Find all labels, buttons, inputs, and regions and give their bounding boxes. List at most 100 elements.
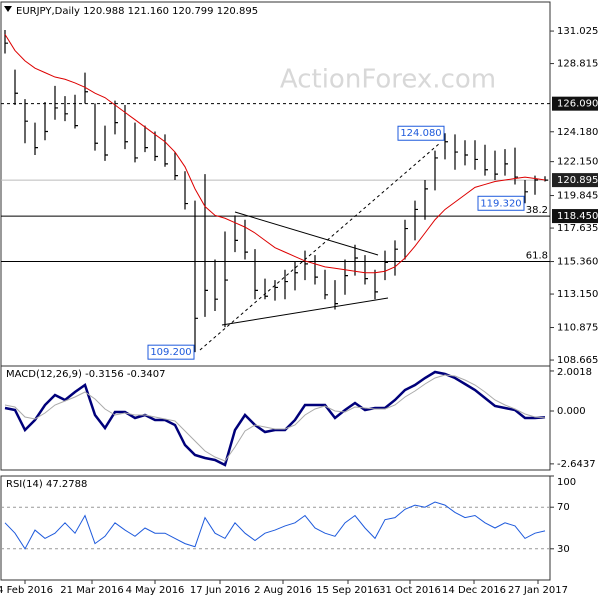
watermark: ActionForex.com	[280, 65, 496, 95]
price-bar	[454, 134, 458, 170]
callout-label: 124.080	[400, 128, 441, 139]
price-bar	[314, 255, 318, 285]
price-bar	[114, 100, 118, 135]
price-bar	[464, 140, 468, 166]
price-bar	[164, 134, 168, 167]
trend-line	[199, 142, 441, 351]
price-bar	[374, 269, 378, 300]
price-bar	[364, 255, 368, 285]
price-bar	[404, 219, 408, 260]
macd-title: MACD(12,26,9) -0.3156 -0.3407	[6, 369, 166, 380]
y-tick-label: 128.815	[557, 59, 598, 70]
y-tick-label: 117.635	[557, 223, 598, 234]
price-bar	[194, 200, 198, 353]
price-bar	[394, 240, 398, 276]
rsi-title: RSI(14) 47.2788	[6, 479, 87, 490]
price-bar	[284, 269, 288, 300]
price-bar	[264, 278, 268, 300]
price-bar	[524, 180, 528, 204]
y-tick-label: 0.000	[557, 406, 586, 417]
y-tick-label: 122.150	[557, 157, 598, 168]
x-tick-label: 17 Jun 2016	[190, 585, 250, 596]
price-bar	[224, 231, 228, 328]
price-bar	[334, 280, 338, 310]
price-bar	[84, 72, 88, 104]
series-line	[4, 501, 546, 550]
series-line	[4, 34, 546, 274]
level-label: 118.450	[557, 211, 598, 222]
x-tick-label: 2 Aug 2016	[254, 585, 312, 596]
price-bar	[134, 122, 138, 163]
price-bar	[14, 69, 18, 105]
price-bar	[414, 200, 418, 241]
menu-icon	[4, 6, 12, 12]
x-tick-label: 27 Jan 2017	[508, 585, 568, 596]
y-tick-label: 124.180	[557, 127, 598, 138]
price-bar	[304, 250, 308, 281]
level-box	[552, 209, 598, 224]
macd-panel	[0, 365, 551, 471]
y-tick-label: 100	[557, 477, 576, 488]
series-line	[4, 370, 546, 467]
price-bar	[214, 259, 218, 311]
x-tick-label: 31 Oct 2016	[379, 585, 441, 596]
price-bar	[384, 250, 388, 281]
price-bar	[144, 125, 148, 153]
price-bar	[424, 180, 428, 220]
price-bar	[104, 125, 108, 161]
price-bar	[494, 150, 498, 181]
callout-box	[397, 125, 445, 141]
callout-box	[147, 344, 195, 360]
level-box	[552, 96, 598, 111]
callout-box	[477, 195, 525, 211]
price-title: EURJPY,Daily 120.988 121.160 120.799 120…	[16, 6, 258, 17]
price-bar	[444, 133, 448, 160]
price-bar	[504, 149, 508, 176]
price-bar	[294, 260, 298, 291]
y-tick-label: 113.150	[557, 289, 598, 300]
price-bar	[354, 244, 358, 276]
price-bar	[254, 249, 258, 300]
x-tick-label: 21 Mar 2016	[60, 585, 123, 596]
y-tick-label: -2.6437	[557, 459, 596, 470]
price-bar	[24, 99, 28, 144]
last-price-label: 120.895	[557, 175, 598, 186]
y-tick-label: 70	[557, 502, 570, 513]
x-tick-label: 4 May 2016	[126, 585, 185, 596]
price-bar	[324, 269, 328, 300]
price-bar	[484, 144, 488, 176]
price-bar	[4, 29, 8, 54]
price-bar	[344, 259, 348, 295]
price-bar	[244, 219, 248, 260]
price-bar	[204, 174, 208, 317]
y-tick-label: 2.0018	[557, 367, 592, 378]
level-label: 126.090	[557, 99, 598, 110]
price-bar	[34, 122, 38, 156]
x-tick-label: 15 Sep 2016	[316, 585, 379, 596]
price-bar	[54, 85, 58, 120]
y-tick-label: 30	[557, 544, 570, 555]
y-tick-label: 131.025	[557, 26, 598, 37]
price-bar	[174, 152, 178, 181]
price-bar	[234, 215, 238, 253]
price-bar	[74, 94, 78, 129]
fib-label: 38.2	[526, 205, 548, 216]
price-bar	[434, 150, 438, 191]
price-bar	[544, 176, 548, 182]
series-line	[4, 374, 546, 462]
price-bar	[64, 96, 68, 122]
x-tick-label: 14 Dec 2016	[442, 585, 506, 596]
y-tick-label: 115.360	[557, 257, 598, 268]
triangle-lower	[221, 297, 389, 326]
price-bar	[474, 140, 478, 170]
price-bar	[274, 280, 278, 301]
callout-label: 119.320	[480, 198, 521, 209]
rsi-panel	[0, 475, 551, 581]
last-price-box	[552, 173, 598, 188]
price-bar	[184, 171, 188, 210]
price-bar	[154, 131, 158, 161]
x-tick-label: 4 Feb 2016	[0, 585, 53, 596]
fib-label: 61.8	[526, 251, 548, 262]
y-tick-label: 108.665	[557, 355, 598, 366]
